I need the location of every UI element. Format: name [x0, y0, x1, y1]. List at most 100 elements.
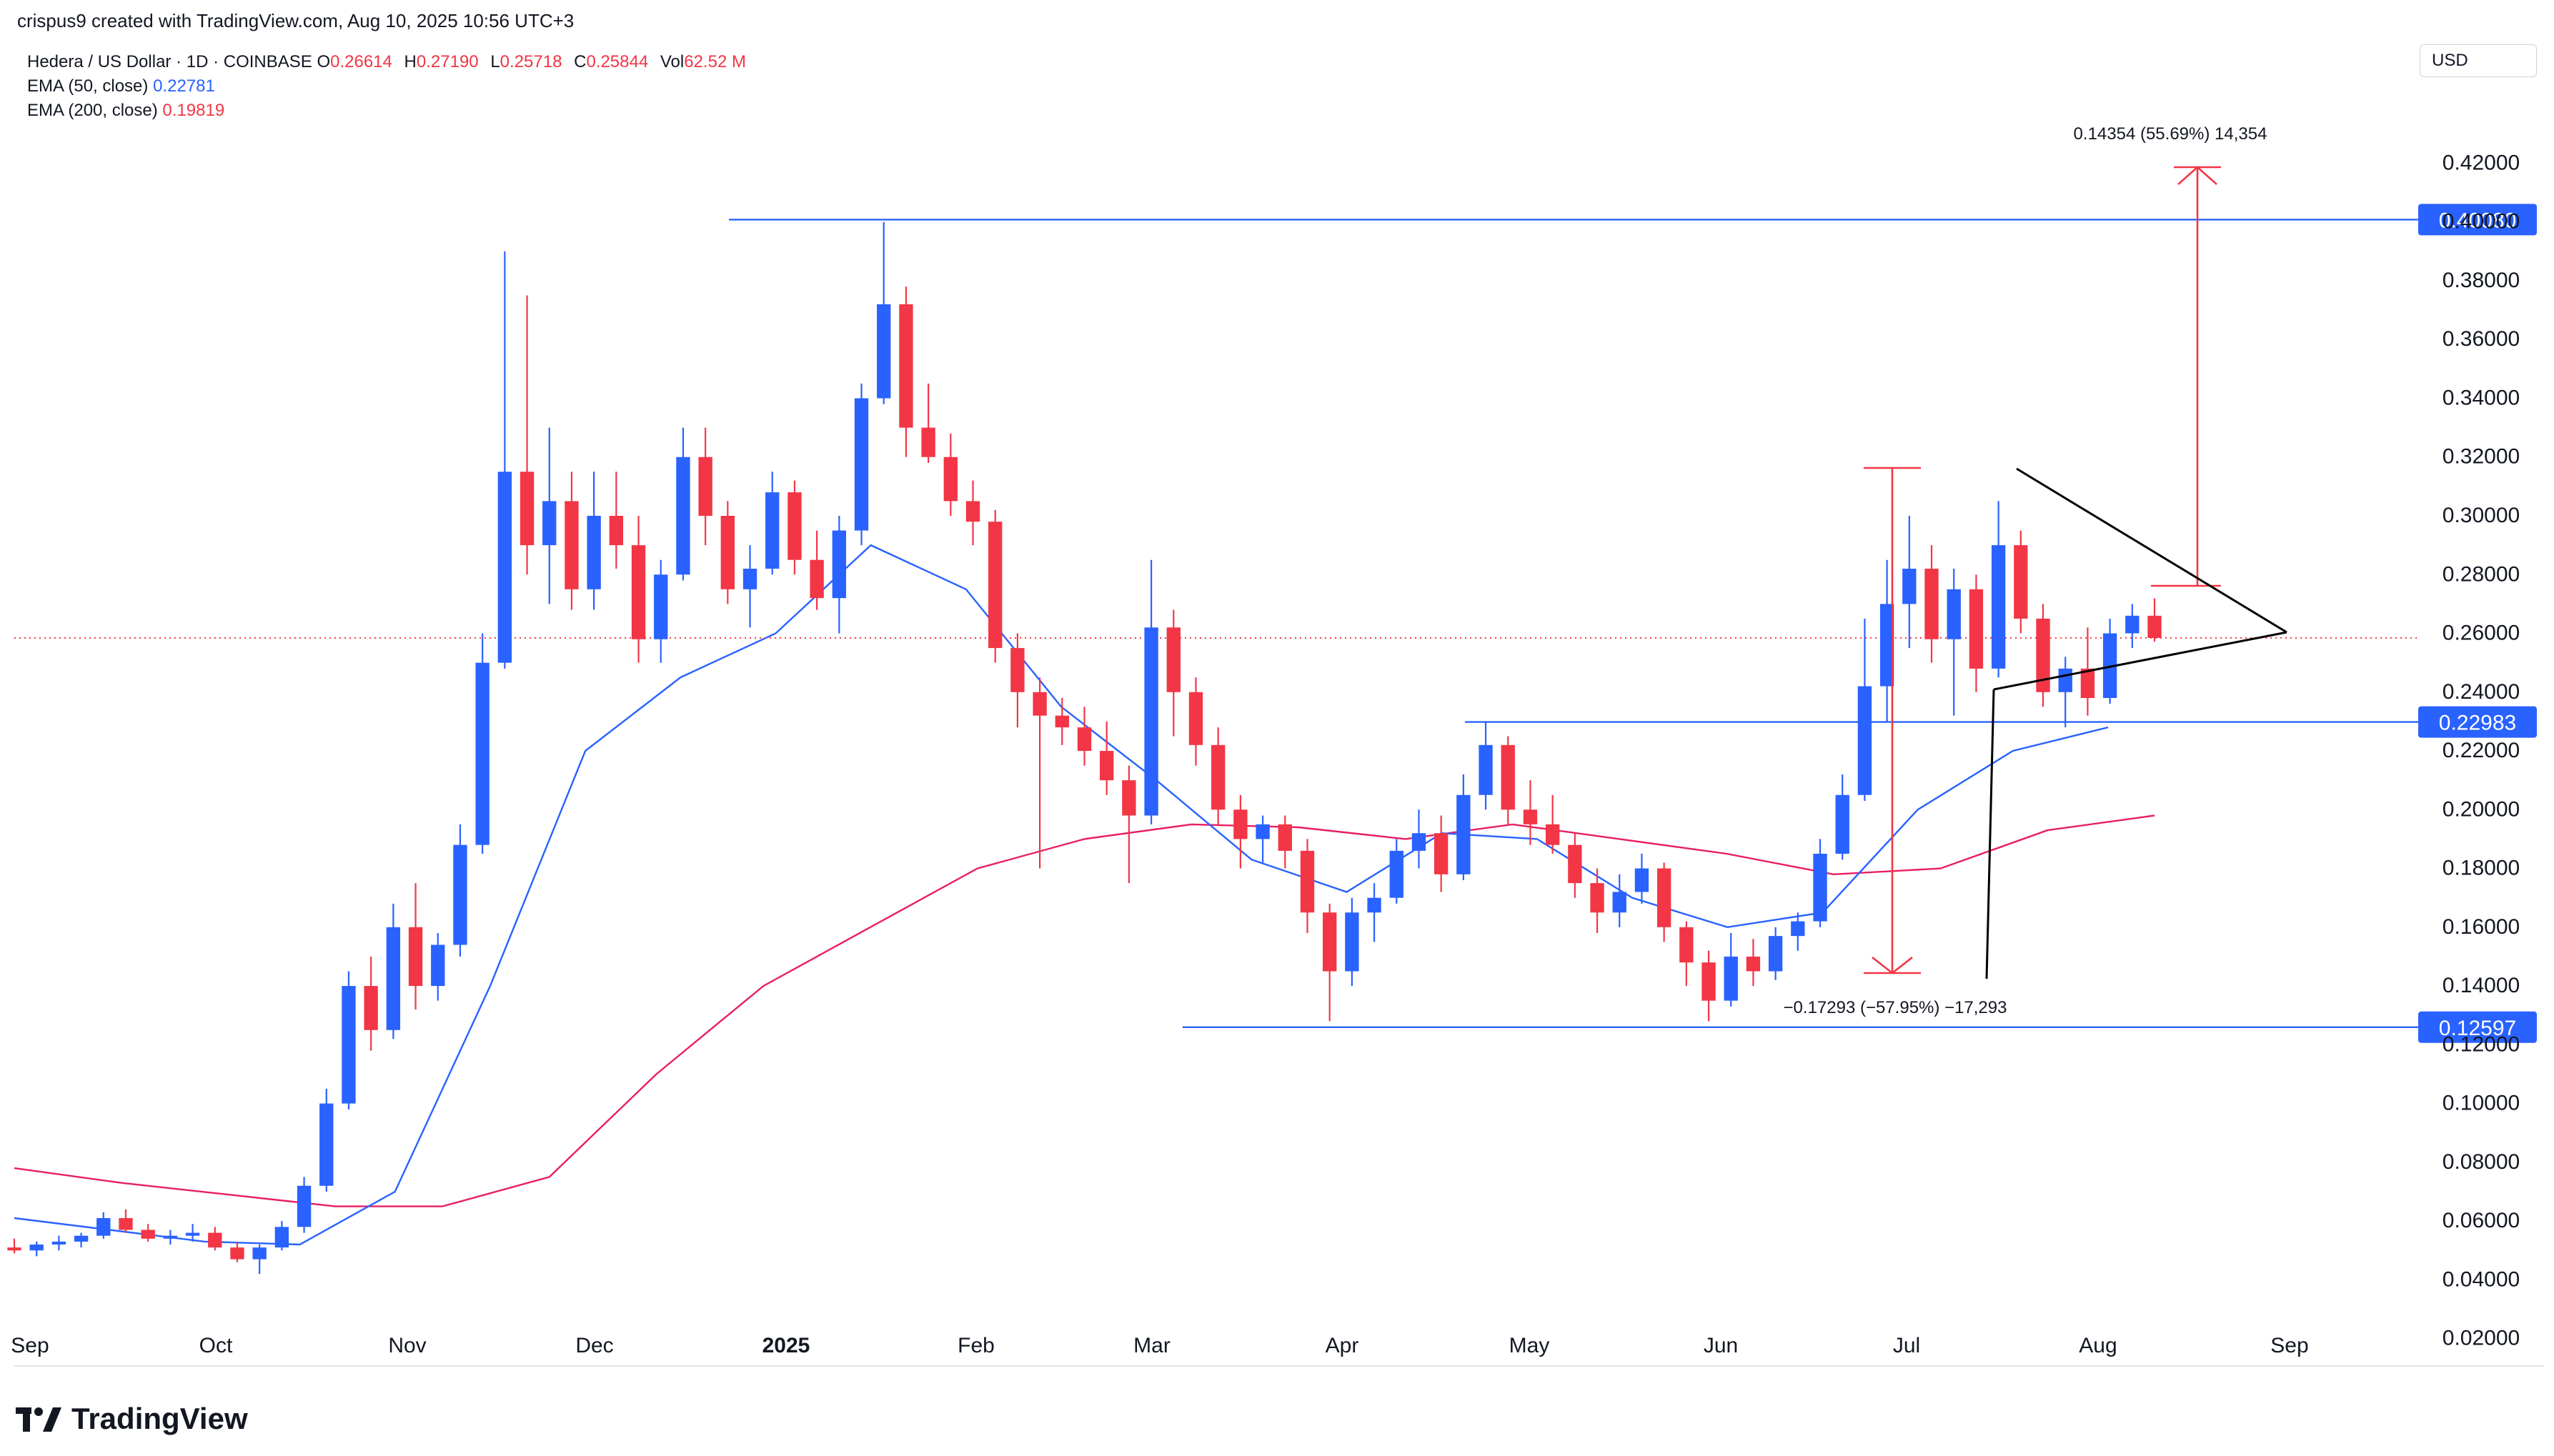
candle-body [1188, 692, 1203, 745]
candle-body [1010, 648, 1025, 692]
candle-body [1656, 868, 1671, 927]
candle-body [1969, 589, 1984, 669]
levels-layer: 0.40080 0.22983 0.12597 [14, 204, 2537, 1043]
symbol-title[interactable]: Hedera / US Dollar · 1D · COINBASE [27, 52, 312, 71]
candle-body [1300, 850, 1315, 913]
candle-body [96, 1218, 111, 1236]
y-tick-label: 0.30000 [2443, 504, 2520, 527]
y-tick-label: 0.22000 [2443, 739, 2520, 762]
candle-body [698, 457, 712, 516]
candle-body [1389, 850, 1403, 898]
candle-body [163, 1235, 178, 1239]
ohlc-key-h: H [399, 52, 417, 71]
x-tick-label: Oct [199, 1334, 233, 1357]
candle-body [609, 516, 624, 546]
creator-caption: crispus9 created with TradingView.com, A… [17, 10, 575, 31]
tradingview-logo-icon [16, 1407, 61, 1432]
candle-body [1857, 686, 1872, 795]
chart-legend: Hedera / US Dollar · 1D · COINBASE O0.26… [27, 50, 753, 123]
candle-body [565, 501, 579, 589]
candle-body [1433, 833, 1449, 874]
candle-body [765, 492, 780, 569]
candle-body [1924, 569, 1939, 639]
x-tick-label: Dec [575, 1334, 613, 1357]
y-tick-label: 0.40000 [2443, 210, 2520, 234]
candle-body [1345, 912, 1359, 972]
candle-body [1077, 727, 1092, 752]
candle-body [676, 457, 690, 575]
candle-body [2036, 618, 2050, 692]
candle-body [2014, 545, 2028, 619]
candle-body [1545, 824, 1560, 845]
candle-body [1679, 927, 1694, 963]
candle-body [1612, 892, 1626, 913]
ohlc-key-vol: Vol [655, 52, 685, 71]
y-tick-label: 0.20000 [2443, 797, 2520, 821]
candle-body [1523, 809, 1538, 824]
candle-body [475, 662, 490, 845]
price-label-bg-resistance [2418, 204, 2537, 236]
candle-body [1590, 883, 1604, 913]
candle-body [1768, 936, 1783, 972]
tradingview-logo[interactable]: TradingView [16, 1400, 248, 1437]
candle-body [587, 516, 601, 589]
y-tick-label: 0.24000 [2443, 680, 2520, 704]
candle-body [1724, 956, 1738, 1001]
y-tick-label: 0.14000 [2443, 974, 2520, 997]
candle-body [1211, 744, 1226, 810]
y-tick-label: 0.36000 [2443, 327, 2520, 351]
candle-body [386, 927, 401, 1030]
y-tick-label: 0.10000 [2443, 1092, 2520, 1115]
candle-body [230, 1247, 244, 1260]
candle-body [1902, 569, 1917, 604]
ohlc-key-o: O [317, 52, 331, 71]
candle-body [1746, 956, 1761, 972]
candle-body [119, 1218, 133, 1230]
ema200-line [14, 814, 2155, 1207]
brand-name: TradingView [71, 1402, 248, 1435]
candle-body [1456, 794, 1471, 874]
y-tick-label: 0.32000 [2443, 445, 2520, 469]
target-measure-label: 0.14354 (55.69%) 14,354 [2074, 124, 2267, 144]
ema200-layer [14, 814, 2155, 1207]
candle-body [988, 522, 1003, 649]
candle-body [1166, 627, 1181, 692]
candle-body [74, 1235, 89, 1242]
candle-body [1411, 833, 1426, 851]
candle-body [453, 844, 467, 945]
candle-body [29, 1245, 44, 1251]
x-tick-label: Sep [11, 1334, 49, 1357]
triangle-lower-trendline [1993, 631, 2287, 691]
candle-body [921, 427, 935, 457]
candle-body [208, 1232, 222, 1248]
candle-body [1501, 744, 1515, 810]
ema200-label: EMA (200, close) [27, 101, 158, 120]
y-tick-label: 0.06000 [2443, 1209, 2520, 1232]
legend-ema50-row[interactable]: EMA (50, close) 0.22781 [27, 74, 753, 99]
candle-body [274, 1227, 289, 1248]
candle-body [1144, 627, 1158, 816]
y-tick-label: 0.38000 [2443, 269, 2520, 292]
annotations-layer: 0.14354 (55.69%) 14,354 −0.17293 (−57.95%… [1784, 124, 2267, 1017]
price-label-support-mid: 0.22983 [2439, 712, 2516, 735]
currency-button[interactable]: USD [2420, 44, 2537, 77]
ohlc-value-h: 0.27190 [416, 52, 479, 71]
ohlc-key-c: C [569, 52, 587, 71]
y-tick-label: 0.18000 [2443, 857, 2520, 880]
y-tick-label: 0.34000 [2443, 386, 2520, 409]
legend-ema200-row[interactable]: EMA (200, close) 0.19819 [27, 99, 753, 123]
x-tick-label: Jul [1893, 1334, 1920, 1357]
candle-body [1100, 751, 1114, 781]
candle-body [787, 492, 802, 560]
drawings-layer [1864, 166, 2287, 979]
ohlc-value-vol: 62.52 M [684, 52, 746, 71]
candle-body [364, 986, 378, 1030]
x-tick-label: Nov [388, 1334, 426, 1357]
candle-body [1233, 809, 1248, 839]
candle-body [1813, 853, 1827, 922]
y-tick-label: 0.42000 [2443, 151, 2520, 174]
y-tick-label: 0.26000 [2443, 622, 2520, 645]
candle-body [2125, 615, 2140, 634]
x-tick-label: Sep [2270, 1334, 2308, 1357]
